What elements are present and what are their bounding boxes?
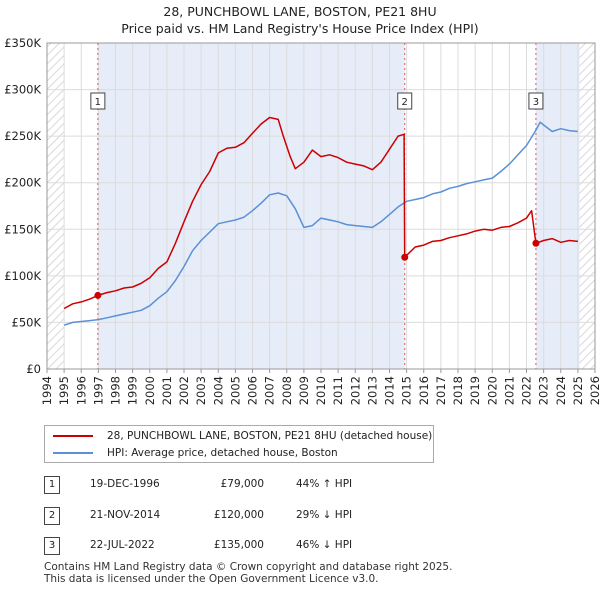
- y-tick-label: £300K: [4, 83, 41, 97]
- sale-point: [532, 239, 540, 247]
- no-data-hatch: [47, 43, 65, 369]
- y-tick-label: £0: [26, 362, 41, 376]
- x-tick-label: 2011: [331, 376, 345, 405]
- x-tick-label: 2026: [588, 376, 600, 405]
- x-tick-label: 2005: [228, 376, 242, 405]
- x-tick-label: 2024: [554, 376, 568, 405]
- sale-point: [94, 291, 102, 299]
- hpi-line: [63, 121, 578, 326]
- x-tick-label: 2004: [211, 376, 225, 405]
- x-tick-label: 2013: [365, 376, 379, 405]
- transaction-hpi: 29% ↓ HPI: [296, 509, 353, 521]
- legend-label: 28, PUNCHBOWL LANE, BOSTON, PE21 8HU (de…: [107, 430, 433, 442]
- x-tick-label: 2016: [417, 376, 431, 405]
- footer-licence: This data is licensed under the Open Gov…: [44, 573, 379, 585]
- ownership-shading: [97, 43, 405, 369]
- legend-item-price-paid: 28, PUNCHBOWL LANE, BOSTON, PE21 8HU (de…: [53, 428, 432, 444]
- sale-number-box: [528, 92, 544, 110]
- sale-number-label: 3: [533, 97, 539, 108]
- x-tick-label: 2019: [468, 376, 482, 405]
- price-paid-line: [63, 116, 578, 310]
- ownership-shading: [535, 43, 580, 369]
- chart-title: 28, PUNCHBOWL LANE, BOSTON, PE21 8HU: [163, 4, 437, 19]
- transaction-row: 3 22-JUL-2022 £135,000 46% ↓ HPI: [44, 537, 564, 555]
- sale-point: [401, 253, 409, 261]
- x-tick-label: 2017: [434, 376, 448, 405]
- chart-subtitle: Price paid vs. HM Land Registry's House …: [121, 21, 479, 36]
- x-tick-label: 2022: [520, 376, 534, 405]
- x-tick-label: 1998: [109, 376, 123, 405]
- transaction-price: £135,000: [213, 539, 264, 551]
- x-tick-label: 2008: [280, 376, 294, 405]
- transaction-price: £120,000: [213, 509, 264, 521]
- y-tick-label: £250K: [4, 129, 41, 143]
- x-tick-label: 2003: [194, 376, 208, 405]
- legend: 28, PUNCHBOWL LANE, BOSTON, PE21 8HU (de…: [44, 425, 434, 463]
- footer-copyright: Contains HM Land Registry data © Crown c…: [44, 561, 453, 573]
- x-tick-label: 1994: [40, 376, 54, 405]
- sale-number-label: 1: [95, 97, 101, 108]
- x-tick-label: 2025: [571, 376, 585, 405]
- transaction-date: 22-JUL-2022: [90, 539, 155, 551]
- x-tick-label: 2009: [297, 376, 311, 405]
- x-tick-label: 2018: [451, 376, 465, 405]
- legend-label: HPI: Average price, detached house, Bost…: [107, 447, 338, 459]
- transaction-hpi: 46% ↓ HPI: [296, 539, 353, 551]
- transaction-number: 3: [44, 537, 60, 555]
- x-tick-label: 2015: [400, 376, 414, 405]
- transaction-price: £79,000: [220, 478, 264, 490]
- y-tick-label: £200K: [4, 176, 41, 190]
- sale-number-box: [90, 92, 106, 110]
- no-data-hatch: [579, 43, 595, 369]
- x-tick-label: 1999: [126, 376, 140, 405]
- x-tick-label: 2002: [177, 376, 191, 405]
- y-tick-label: £350K: [4, 36, 41, 50]
- x-tick-label: 2007: [263, 376, 277, 405]
- transaction-hpi: 44% ↑ HPI: [296, 478, 353, 490]
- sale-number-box: [397, 92, 413, 110]
- transaction-date: 19-DEC-1996: [90, 478, 160, 490]
- x-tick-label: 1997: [91, 376, 105, 405]
- x-tick-label: 1995: [57, 376, 71, 405]
- legend-swatch-blue: [53, 452, 93, 454]
- sale-number-label: 2: [402, 97, 408, 108]
- x-tick-label: 2020: [485, 376, 499, 405]
- x-tick-label: 2014: [383, 376, 397, 405]
- x-tick-label: 2000: [143, 376, 157, 405]
- transaction-row: 1 19-DEC-1996 £79,000 44% ↑ HPI: [44, 476, 564, 494]
- transaction-date: 21-NOV-2014: [90, 509, 161, 521]
- x-tick-label: 2006: [246, 376, 260, 405]
- x-tick-label: 2021: [502, 376, 516, 405]
- transaction-number: 1: [44, 476, 60, 494]
- y-tick-label: £50K: [12, 315, 42, 329]
- x-tick-label: 2012: [348, 376, 362, 405]
- transaction-row: 2 21-NOV-2014 £120,000 29% ↓ HPI: [44, 507, 564, 525]
- y-tick-label: £100K: [4, 269, 41, 283]
- x-tick-label: 2023: [537, 376, 551, 405]
- price-chart: 1 2 3 £0 £50K £100K £150K £200K £250K £300K £350K…: [4, 36, 600, 405]
- x-tick-label: 2001: [160, 376, 174, 405]
- legend-swatch-red: [53, 435, 93, 437]
- y-tick-label: £150K: [4, 222, 41, 236]
- x-tick-label: 1996: [74, 376, 88, 405]
- transaction-number: 2: [44, 507, 60, 525]
- legend-item-hpi: HPI: Average price, detached house, Bost…: [53, 445, 338, 461]
- x-tick-label: 2010: [314, 376, 328, 405]
